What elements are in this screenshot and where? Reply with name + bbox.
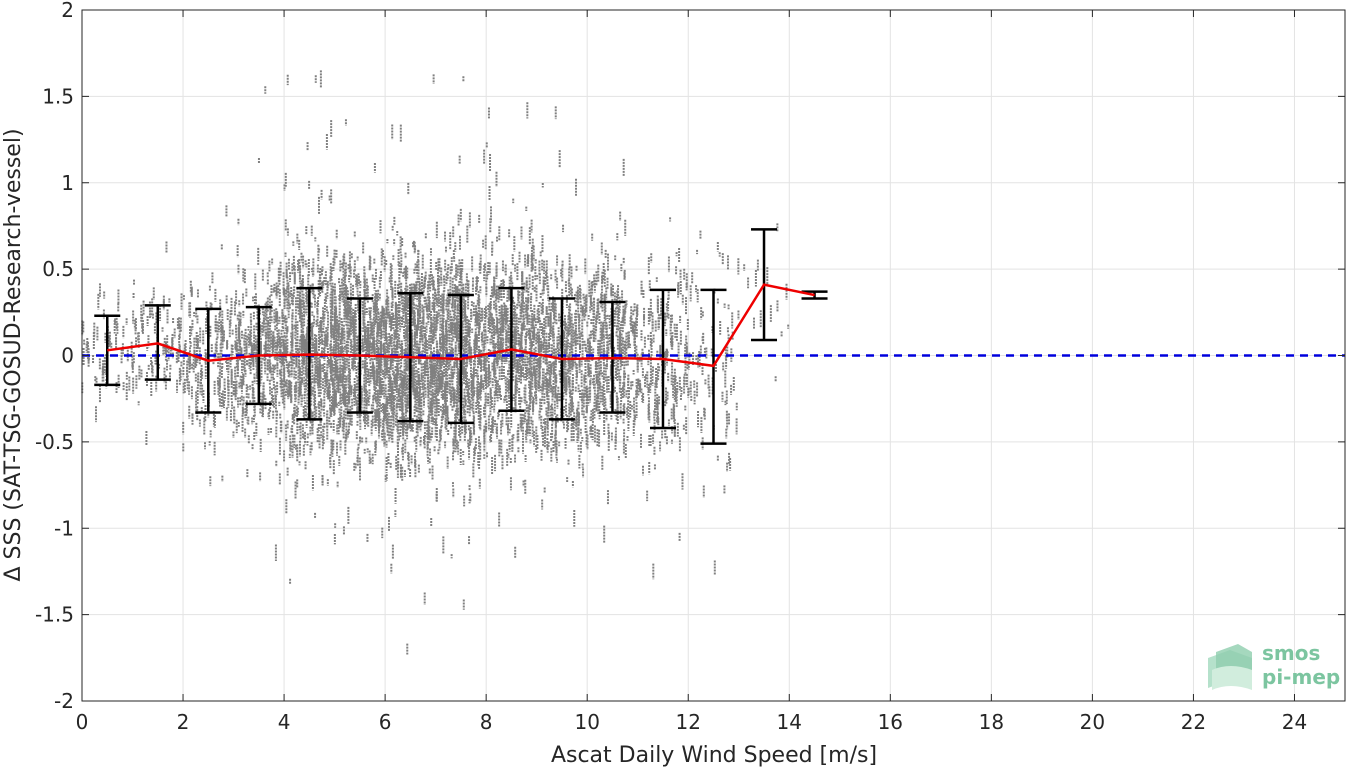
y-tick-label: 1 — [61, 171, 74, 195]
y-tick-label: -2 — [54, 689, 74, 713]
y-tick-label: -1 — [54, 516, 74, 540]
x-tick-label: 12 — [676, 710, 701, 734]
x-axis-ticks: 0 2 4 6 8 10 12 14 16 18 20 22 24 — [76, 10, 1307, 734]
x-tick-label: 4 — [278, 710, 291, 734]
y-tick-label: -0.5 — [35, 430, 74, 454]
x-tick-label: 16 — [878, 710, 903, 734]
y-tick-label: 0.5 — [42, 257, 74, 281]
x-tick-label: 20 — [1080, 710, 1105, 734]
x-tick-label: 18 — [979, 710, 1004, 734]
x-tick-label: 14 — [777, 710, 802, 734]
y-tick-label: -1.5 — [35, 603, 74, 627]
x-tick-label: 10 — [574, 710, 599, 734]
smos-pi-mep-logo: smos pi-mep — [1208, 641, 1340, 690]
y-axis-ticks: -2 -1.5 -1 -0.5 0 0.5 1 1.5 2 — [35, 0, 1345, 713]
x-tick-label: 8 — [480, 710, 493, 734]
y-tick-label: 0 — [61, 344, 74, 368]
mean-series-line — [107, 283, 815, 368]
logo-mark-icon — [1208, 644, 1252, 690]
x-tick-label: 6 — [379, 710, 392, 734]
logo-text-smos: smos — [1262, 641, 1320, 665]
x-axis-title: Ascat Daily Wind Speed [m/s] — [551, 743, 877, 768]
y-tick-label: 1.5 — [42, 84, 74, 108]
x-tick-label: 24 — [1282, 710, 1307, 734]
logo-text-pi-mep: pi-mep — [1262, 665, 1340, 689]
x-tick-label: 0 — [76, 710, 89, 734]
x-tick-label: 2 — [177, 710, 190, 734]
mean-line — [107, 283, 815, 368]
y-tick-label: 2 — [61, 0, 74, 22]
y-axis-title: Δ SSS (SAT-TSG-GOSUD-Research-vessel) — [1, 128, 26, 581]
x-tick-label: 22 — [1181, 710, 1206, 734]
